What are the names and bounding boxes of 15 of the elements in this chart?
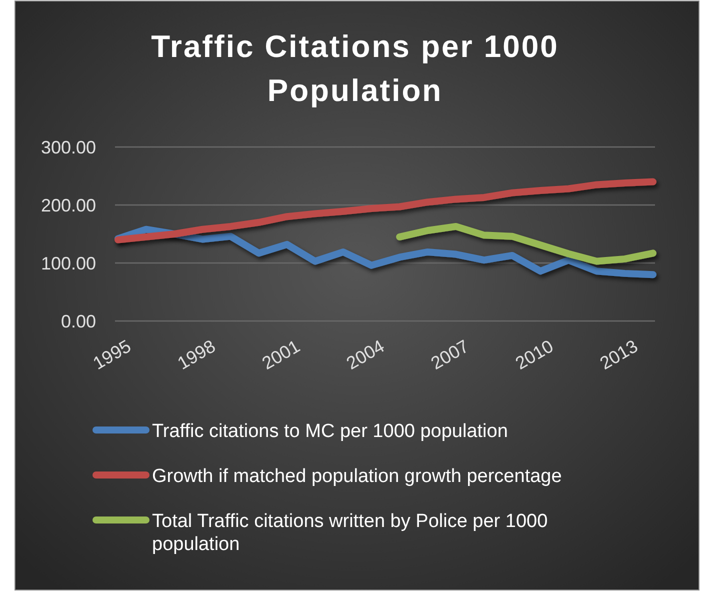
legend-label: Traffic citations to MC per 1000 population [152,421,508,442]
y-tick-label: 200.00 [40,195,96,216]
x-tick-label: 2001 [258,336,304,374]
x-tick-label: 2004 [343,336,388,374]
x-tick-label: 1998 [174,336,219,374]
x-tick-label: 2007 [428,336,472,374]
x-tick-label: 2013 [596,336,642,374]
y-tick-label: 300.00 [40,137,96,158]
chart-title: Traffic Citations per 1000 Population [151,29,559,108]
x-tick-label: 1995 [90,336,134,374]
y-tick-label: 0.00 [60,311,96,332]
y-tick-label: 100.00 [40,253,96,274]
x-tick-label: 2010 [512,336,557,374]
legend-label: Total Traffic citations written by Police per 1000 population [152,511,548,555]
legend-label: Growth if matched population growth percentage [152,466,562,487]
